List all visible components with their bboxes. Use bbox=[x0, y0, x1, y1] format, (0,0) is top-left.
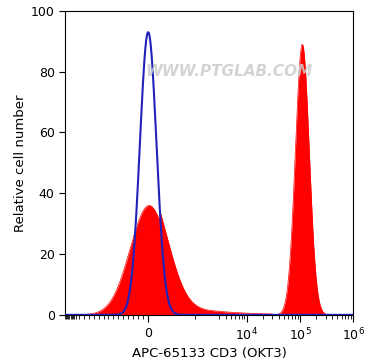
Text: WWW.PTGLAB.COM: WWW.PTGLAB.COM bbox=[146, 64, 313, 79]
X-axis label: APC-65133 CD3 (OKT3): APC-65133 CD3 (OKT3) bbox=[132, 347, 287, 360]
Y-axis label: Relative cell number: Relative cell number bbox=[14, 94, 27, 232]
